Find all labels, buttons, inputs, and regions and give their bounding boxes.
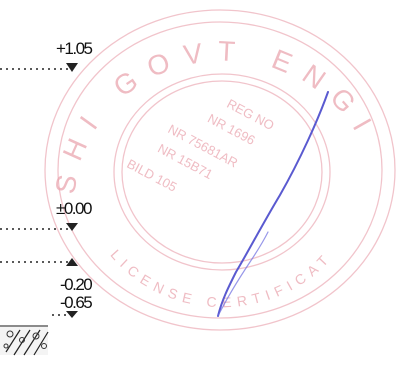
ground-hatch bbox=[0, 325, 49, 356]
level-marker-down-icon bbox=[66, 311, 78, 318]
level-label-plus-1-05: +1.05 bbox=[56, 39, 93, 58]
level-marker-up-icon bbox=[66, 258, 78, 266]
level-marker-down-icon bbox=[66, 223, 78, 231]
level-label-minus-0-65: -0.65 bbox=[60, 293, 93, 312]
signature-stroke bbox=[217, 91, 329, 317]
level-marker-down-icon bbox=[66, 63, 78, 72]
level-label-zero: ±0.00 bbox=[56, 199, 92, 218]
level-label-minus-0-20: -0.20 bbox=[60, 275, 93, 294]
